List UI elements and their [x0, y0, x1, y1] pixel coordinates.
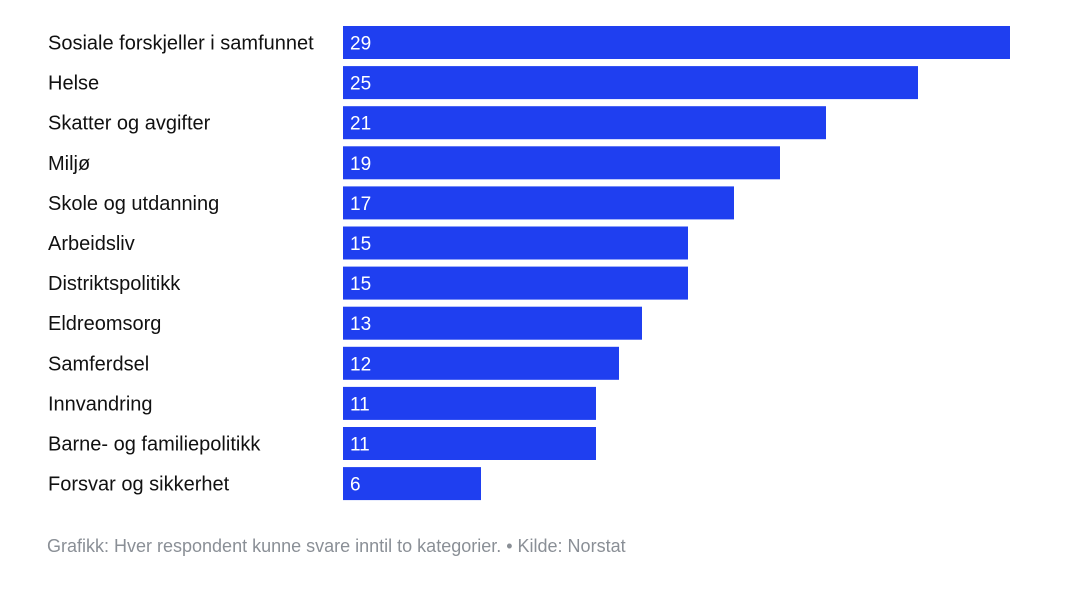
chart-footnote: Grafikk: Hver respondent kunne svare inn… — [47, 536, 626, 556]
bar — [343, 427, 596, 460]
category-label: Skole og utdanning — [48, 193, 219, 215]
bar-value-label: 11 — [350, 394, 370, 415]
category-label: Innvandring — [48, 393, 153, 415]
bar-chart: Sosiale forskjeller i samfunnet 29 Helse 25… — [48, 26, 1010, 501]
bar-value-label: 21 — [350, 114, 371, 135]
bar — [343, 106, 826, 140]
bar — [343, 266, 688, 300]
category-label: Forsvar og sikkerhet — [48, 474, 230, 496]
bar — [343, 346, 619, 380]
bar-value-label: 11 — [350, 435, 370, 456]
category-label: Sosiale forskjeller i samfunnet — [48, 33, 314, 55]
bar-value-label: 29 — [350, 34, 371, 55]
bar — [343, 186, 734, 220]
category-label: Arbeidsliv — [48, 233, 135, 255]
bar — [343, 226, 688, 260]
category-label: Barne- og familiepolitikk — [48, 434, 261, 456]
bar-value-label: 12 — [350, 354, 371, 375]
bar-value-label: 19 — [350, 154, 371, 175]
category-label: Distriktspolitikk — [48, 273, 181, 295]
category-label: Eldreomsorg — [48, 313, 161, 335]
bar — [343, 146, 780, 180]
bar — [343, 386, 596, 420]
category-label: Samferdsel — [48, 353, 149, 375]
bar — [343, 26, 1010, 59]
bar-value-label: 17 — [350, 194, 371, 215]
bar — [343, 66, 918, 100]
bar — [343, 467, 481, 501]
bar-value-label: 15 — [350, 234, 371, 255]
bar-value-label: 25 — [350, 74, 371, 95]
bar-value-label: 15 — [350, 274, 371, 295]
bar — [343, 306, 642, 340]
category-label: Skatter og avgifter — [48, 113, 211, 135]
category-label: Helse — [48, 73, 99, 95]
bar-value-label: 13 — [350, 314, 371, 335]
bar-value-label: 6 — [350, 475, 361, 496]
category-label: Miljø — [48, 153, 90, 175]
